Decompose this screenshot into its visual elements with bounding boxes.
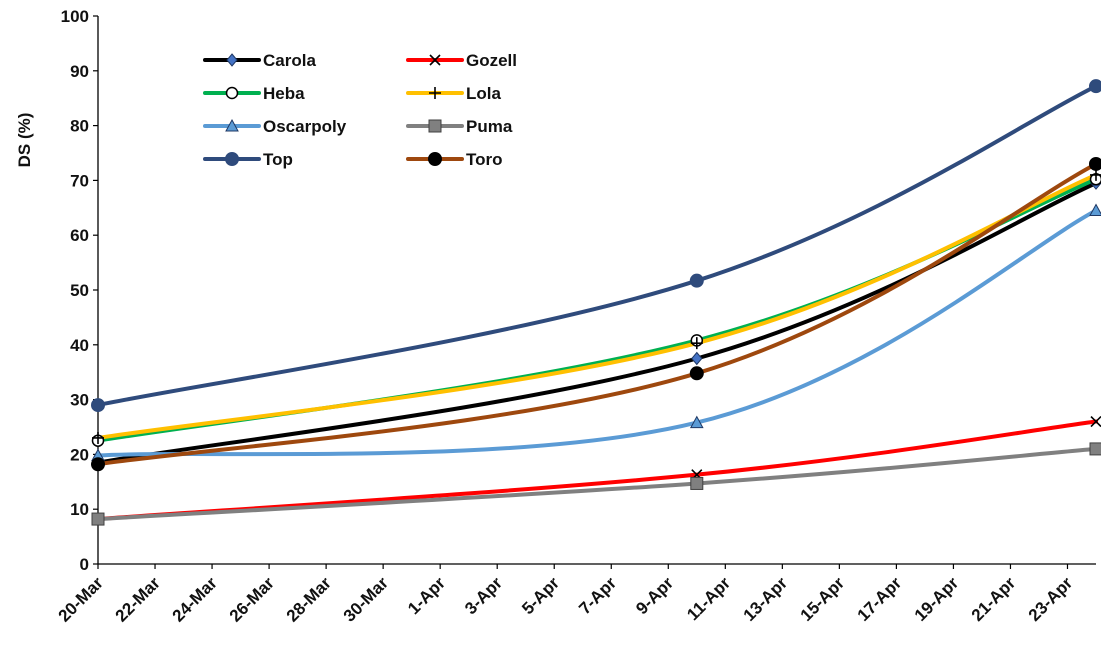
y-tick-label: 90 bbox=[70, 62, 89, 81]
x-tick-label: 11-Apr bbox=[683, 573, 734, 624]
legend-marker-top bbox=[225, 152, 239, 166]
series-markers bbox=[91, 79, 1101, 526]
series-line-oscarpoly bbox=[96, 208, 1098, 458]
legend-marker-gozell bbox=[429, 54, 441, 66]
x-tick-label: 1-Apr bbox=[404, 573, 449, 618]
series-line-top bbox=[96, 84, 1098, 408]
y-tick-label: 50 bbox=[70, 281, 89, 300]
x-tick-label: 13-Apr bbox=[740, 573, 792, 625]
x-tick-label: 19-Apr bbox=[911, 573, 963, 625]
x-tick-label: 30-Mar bbox=[340, 573, 392, 625]
x-tick-label: 5-Apr bbox=[518, 573, 563, 618]
y-tick-label: 100 bbox=[61, 7, 89, 26]
x-tick-label: 17-Apr bbox=[854, 573, 906, 625]
data-point-puma bbox=[91, 512, 105, 526]
legend-item-carola: Carola bbox=[203, 51, 316, 70]
legend-marker-heba bbox=[225, 86, 239, 100]
y-tick-label: 40 bbox=[70, 336, 89, 355]
legend-label-gozell: Gozell bbox=[466, 51, 517, 70]
x-tick-label: 24-Mar bbox=[169, 573, 221, 625]
data-point-toro bbox=[1089, 156, 1101, 171]
x-tick-label: 15-Apr bbox=[797, 573, 849, 625]
legend-marker-puma bbox=[428, 119, 442, 133]
x-tick-label: 21-Apr bbox=[968, 573, 1020, 625]
legend-label-carola: Carola bbox=[263, 51, 316, 70]
data-point-puma bbox=[1089, 442, 1101, 456]
y-tick-label: 30 bbox=[70, 391, 89, 410]
legend-item-heba: Heba bbox=[203, 84, 305, 103]
x-tick-label: 22-Mar bbox=[112, 573, 164, 625]
data-point-lola bbox=[92, 431, 104, 444]
y-tick-label: 80 bbox=[70, 117, 89, 136]
x-tick-label: 9-Apr bbox=[632, 573, 677, 618]
series-line-gozell bbox=[96, 419, 1098, 522]
data-point-toro bbox=[689, 366, 704, 381]
series-line-carola bbox=[96, 181, 1098, 465]
series-lines bbox=[96, 84, 1098, 522]
x-tick-label: 23-Apr bbox=[1025, 573, 1077, 625]
x-tick-label: 28-Mar bbox=[283, 573, 335, 625]
y-tick-label: 70 bbox=[70, 171, 89, 190]
y-tick-label: 0 bbox=[80, 555, 89, 574]
data-point-top bbox=[91, 398, 105, 413]
legend-marker-toro bbox=[428, 152, 442, 166]
x-tick-label: 7-Apr bbox=[575, 573, 620, 618]
series-line-puma bbox=[96, 446, 1098, 522]
series-line-toro bbox=[96, 161, 1098, 467]
y-tick-label: 10 bbox=[70, 500, 89, 519]
legend-label-top: Top bbox=[263, 150, 293, 169]
legend-marker-carola bbox=[226, 53, 238, 67]
data-point-puma bbox=[690, 476, 704, 490]
data-point-top bbox=[689, 273, 704, 288]
legend-label-toro: Toro bbox=[466, 150, 503, 169]
legend-marker-oscarpoly bbox=[225, 118, 239, 132]
y-axis-title: DS (%) bbox=[15, 113, 34, 168]
legend-label-puma: Puma bbox=[466, 117, 513, 136]
x-tick-label: 20-Mar bbox=[55, 573, 107, 625]
data-point-lola bbox=[690, 337, 703, 350]
y-tick-label: 20 bbox=[70, 445, 89, 464]
axes: 0 10 20 30 40 50 60 70 80 90 100 20-Mar 22-Mar 24-Mar… bbox=[55, 7, 1096, 626]
data-point-carola bbox=[691, 351, 703, 366]
legend: Carola Gozell Heba Lola Oscarpoly Puma Top Toro bbox=[203, 51, 517, 169]
data-point-oscarpoly bbox=[689, 415, 704, 429]
data-point-gozell bbox=[1090, 415, 1101, 428]
legend-label-lola: Lola bbox=[466, 84, 501, 103]
data-point-oscarpoly bbox=[1089, 203, 1101, 217]
x-tick-label: 26-Mar bbox=[226, 573, 278, 625]
legend-marker-lola bbox=[429, 87, 441, 99]
x-tick-label: 3-Apr bbox=[461, 573, 506, 618]
data-point-toro bbox=[91, 457, 105, 472]
y-tick-label: 60 bbox=[70, 226, 89, 245]
legend-item-top: Top bbox=[203, 150, 293, 169]
legend-item-puma: Puma bbox=[406, 117, 513, 136]
legend-label-heba: Heba bbox=[263, 84, 305, 103]
legend-item-oscarpoly: Oscarpoly bbox=[203, 117, 347, 136]
legend-item-gozell: Gozell bbox=[406, 51, 517, 70]
data-point-top bbox=[1089, 79, 1101, 94]
legend-item-lola: Lola bbox=[406, 84, 501, 103]
legend-item-toro: Toro bbox=[406, 150, 503, 169]
legend-label-oscarpoly: Oscarpoly bbox=[263, 117, 347, 136]
